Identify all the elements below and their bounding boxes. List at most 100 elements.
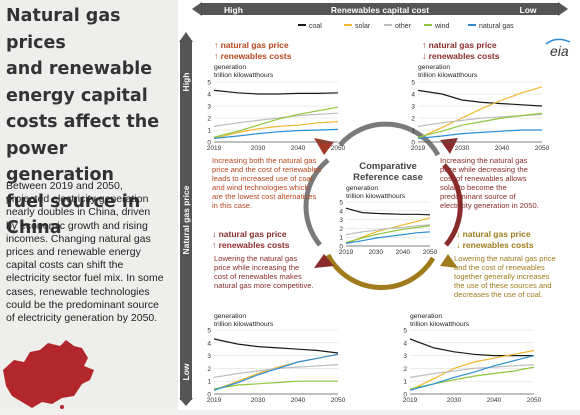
y-tick-label: 5 <box>411 80 415 87</box>
legend-entry: coal <box>309 23 322 30</box>
tr-desc: predominant source of <box>440 192 516 201</box>
panel-br-text: ↓ natural gas price ↓ renewables costs L… <box>454 229 556 299</box>
y-tick-label: 3 <box>403 353 407 360</box>
body-line: of electricity generation by 2050. <box>6 312 158 325</box>
page-title: Natural gas prices and renewable energy … <box>6 3 176 242</box>
y-tick-label: 0 <box>207 392 211 399</box>
y-tick-label: 3 <box>207 104 211 111</box>
y-tick-label: 1 <box>207 128 211 135</box>
legend-entry: other <box>395 23 412 30</box>
title-line: Natural gas prices <box>6 6 121 53</box>
panel-tl-text: ↑ natural gas price ↑ renewables costs I… <box>212 40 322 210</box>
y-tick-label: 5 <box>207 328 211 335</box>
x-tick-label: 2030 <box>251 397 266 404</box>
y-tick-label: 0 <box>339 244 343 251</box>
series-line-coal <box>213 338 339 354</box>
title-line: and renewable <box>6 59 153 79</box>
x-tick-label: 2030 <box>455 145 470 152</box>
series-line-wind <box>213 380 338 390</box>
x-tick-label: 2019 <box>339 249 354 256</box>
legend-entry: solar <box>355 23 371 30</box>
eia-logo-swoosh-icon <box>545 38 571 45</box>
y-tick-label: 2 <box>403 366 407 373</box>
side-axis-arrow-down <box>179 398 193 406</box>
side-axis-high: High <box>181 73 191 92</box>
tr-desc: price while decreasing the <box>440 165 528 174</box>
y-tick-label: 2 <box>411 116 415 123</box>
br-desc: the use of these sources and <box>454 281 552 290</box>
top-axis-arrow-left <box>192 2 202 16</box>
center-title-line: Comparative <box>359 161 417 172</box>
arc-bottom <box>325 253 436 290</box>
top-axis-high: High <box>224 5 243 15</box>
ref-unit: trillion kilowatthours <box>346 193 406 200</box>
arrow-bl-icon <box>314 254 334 268</box>
y-tick-label: 1 <box>339 235 343 242</box>
description-text: Between 2019 and 2050, projected electri… <box>6 180 174 325</box>
series-line-coal <box>409 338 534 357</box>
y-tick-label: 4 <box>207 340 211 347</box>
x-tick-label: 2050 <box>423 249 438 256</box>
tr-head: ↓ renewables costs <box>422 51 500 61</box>
panel-bl-text: ↓ natural gas price ↑ renewables costs L… <box>212 229 314 290</box>
y-tick-label: 3 <box>339 217 343 224</box>
title-line: power generation <box>6 138 115 186</box>
y-tick-label: 4 <box>411 92 415 99</box>
x-tick-label: 2019 <box>411 145 426 152</box>
br-unit: trillion kilowatthours <box>410 321 470 328</box>
renewables-cost-axis: High Renewables capital cost Low <box>192 2 568 16</box>
chart-ref: 0 1 2 3 45 2019 2030 2040 2050 <box>339 200 438 257</box>
x-tick-label: 2050 <box>331 145 346 152</box>
title-line: costs affect the <box>6 112 160 132</box>
y-tick-label: 2 <box>339 226 343 233</box>
series-line-coal <box>345 207 431 216</box>
china-map-icon <box>3 340 94 408</box>
series-line-natural-gas <box>345 231 431 244</box>
bl-head: ↑ renewables costs <box>212 240 290 250</box>
tl-head: ↑ natural gas price <box>214 40 289 50</box>
body-line: could be the predominant source <box>6 298 159 311</box>
series-line-natural-gas <box>213 353 339 391</box>
y-tick-label: 5 <box>339 200 343 207</box>
legend-entry: wind <box>434 23 450 30</box>
side-axis-label: Natural gas price <box>181 185 191 254</box>
side-axis-low: Low <box>181 363 191 380</box>
bl-desc: cost of renewables makes <box>214 272 302 281</box>
body-line: prices and renewable energy <box>6 246 141 259</box>
body-line: electricity sector fuel mix. In some <box>6 272 164 285</box>
y-tick-label: 0 <box>207 140 211 147</box>
series-line-coal <box>213 89 339 95</box>
tr-desc: Increasing the natural gas <box>440 156 528 165</box>
tr-unit: generation <box>418 64 450 71</box>
body-line: Between 2019 and 2050, <box>6 180 123 192</box>
y-tick-label: 4 <box>403 340 407 347</box>
x-tick-label: 2040 <box>291 397 306 404</box>
body-line: cases, renewable technologies <box>6 285 150 298</box>
tl-unit: trillion kilowatthours <box>214 72 274 79</box>
tr-unit: trillion kilowatthours <box>418 72 478 79</box>
tl-desc: price and the cost of renewables <box>212 165 322 174</box>
eia-logo: eia <box>550 43 569 59</box>
y-tick-label: 4 <box>207 92 211 99</box>
series-line-other <box>213 364 339 378</box>
series-line-natural-gas <box>409 355 535 391</box>
tr-desc: cost of renewables allows <box>440 174 527 183</box>
y-tick-label: 1 <box>403 379 407 386</box>
series-line-other <box>417 113 543 127</box>
legend: coal solar other wind natural gas <box>298 23 514 30</box>
top-axis-bar <box>200 3 560 15</box>
arc-left <box>303 158 330 247</box>
series-line-wind <box>345 225 431 244</box>
br-desc: decreases the use of coal. <box>454 290 543 299</box>
series-line-solar <box>417 86 543 139</box>
tr-desc: solar to become the <box>440 183 507 192</box>
bl-head: ↓ natural gas price <box>212 229 287 239</box>
x-tick-label: 2050 <box>331 397 346 404</box>
gas-price-axis: High Natural gas price Low <box>179 32 193 406</box>
chart-tl: 0 1 2 3 4 5 2019 2030 2040 2050 <box>207 80 346 153</box>
left-panel: Natural gas prices and renewable energy … <box>0 0 178 410</box>
series-line-solar <box>213 121 339 139</box>
y-tick-label: 0 <box>403 392 407 399</box>
body-line: capital costs can shift the <box>6 259 124 272</box>
top-axis-label: Renewables capital cost <box>331 5 429 15</box>
